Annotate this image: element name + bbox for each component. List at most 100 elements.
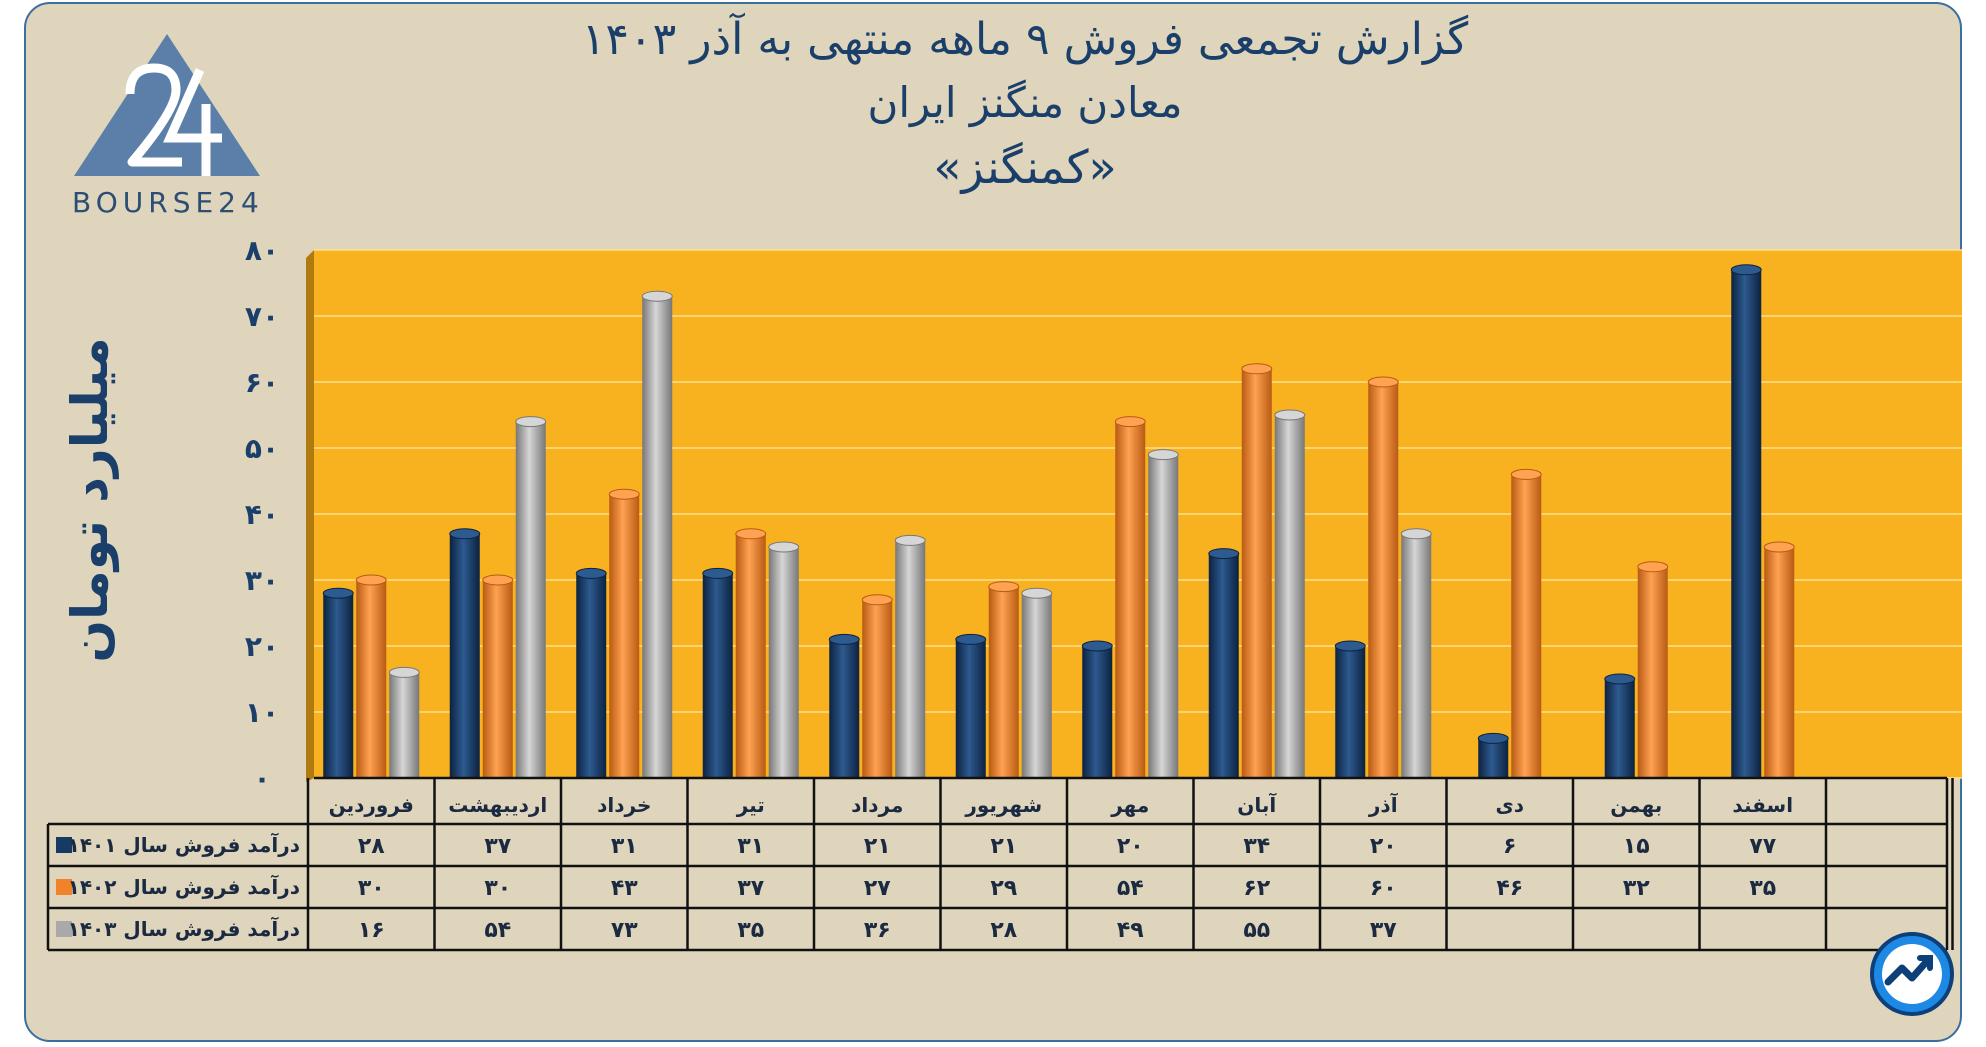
y-tick-label: ۶۰ — [245, 366, 279, 399]
bar — [1148, 454, 1179, 778]
chart-title: گزارش تجمعی فروش ۹ ماهه منتهی به آذر ۱۴۰… — [581, 14, 1469, 65]
bar-cap — [1637, 561, 1669, 573]
table-cell-value: ۳۱ — [737, 834, 764, 859]
trend-up-icon[interactable] — [1870, 932, 1954, 1016]
bar — [955, 639, 986, 778]
bar-cap — [1208, 548, 1240, 560]
bar — [1478, 738, 1509, 778]
legend-series-name: درآمد فروش سال ۱۴۰۳ — [68, 916, 300, 941]
bar — [895, 540, 926, 778]
bar-cap — [482, 574, 514, 586]
bar-cap — [608, 488, 640, 500]
x-category-label: آبان — [1237, 792, 1277, 817]
table-cell-value: ۳۰ — [484, 876, 511, 901]
x-category-label: اردیبهشت — [448, 793, 547, 817]
bar — [1731, 269, 1762, 778]
bar-cap — [894, 534, 926, 546]
bar — [1115, 421, 1146, 778]
bar-cap — [1147, 449, 1179, 461]
x-category-label: مرداد — [851, 793, 903, 817]
bar — [1401, 533, 1432, 778]
table-cell-value: ۳۱ — [611, 834, 638, 859]
bar-cap — [641, 290, 673, 302]
logo-text: BOURSE24 — [72, 186, 264, 219]
x-category-label: فروردین — [329, 793, 414, 817]
table-cell-value: ۵۴ — [1117, 876, 1144, 901]
y-tick-label: ۴۰ — [245, 498, 279, 531]
y-tick-label: ۳۰ — [245, 564, 279, 597]
bar-cap — [515, 416, 547, 428]
bar — [829, 639, 860, 778]
bar-cap — [322, 587, 354, 599]
bar-cap — [1400, 528, 1432, 540]
table-cell-value: ۳۵ — [737, 918, 764, 943]
bar — [609, 494, 640, 778]
bar — [1604, 679, 1635, 778]
bar-cap — [1510, 468, 1542, 480]
table-cell-value: ۲۸ — [990, 918, 1017, 943]
bar — [515, 421, 546, 778]
bar — [323, 593, 354, 778]
bar — [735, 533, 766, 778]
bar — [702, 573, 733, 778]
x-category-label: بهمن — [1610, 793, 1662, 817]
legend-series-name: درآمد فروش سال ۱۴۰۲ — [68, 874, 300, 899]
table-cell-value: ۳۲ — [1623, 876, 1650, 901]
bar-cap — [1081, 640, 1113, 652]
table-cell-value: ۲۸ — [358, 834, 385, 859]
bar — [356, 580, 387, 778]
y-tick-label: ۸۰ — [245, 234, 279, 267]
bar-cap — [955, 633, 987, 645]
x-category-label: شهریور — [964, 793, 1042, 817]
x-category-label: مهر — [1110, 793, 1149, 817]
bar-cap — [1241, 363, 1273, 375]
table-cell-value: ۷۳ — [611, 918, 638, 943]
y-tick-label: ۵۰ — [245, 432, 279, 465]
table-cell-value: ۲۱ — [864, 834, 891, 859]
bar — [1764, 547, 1795, 778]
table-cell-value: ۴۳ — [611, 876, 638, 901]
bar-cap — [861, 594, 893, 606]
table-cell-value: ۵۵ — [1243, 918, 1270, 943]
bar — [1335, 646, 1366, 778]
bar-cap — [1021, 587, 1053, 599]
bar — [1241, 368, 1272, 778]
plot-side-wall — [306, 250, 314, 782]
bar-cap — [735, 528, 767, 540]
bar — [862, 599, 893, 778]
x-category-label: اسفند — [1732, 793, 1793, 817]
table-cell-value: ۲۰ — [1370, 834, 1397, 859]
bar — [1637, 566, 1668, 778]
bar — [389, 672, 420, 778]
legend-swatch — [56, 837, 72, 853]
bar-cap — [1334, 640, 1366, 652]
table-cell-value: ۳۷ — [737, 876, 764, 901]
table-cell-value: ۳۷ — [484, 834, 511, 859]
bar-cap — [355, 574, 387, 586]
bar — [642, 296, 673, 778]
bar-cap — [449, 528, 481, 540]
legend-swatch — [56, 921, 72, 937]
table-cell-value: ۳۰ — [358, 876, 385, 901]
bourse24-logo-icon — [74, 34, 260, 176]
bar-cap — [575, 567, 607, 579]
bar — [1208, 553, 1239, 778]
bar-cap — [988, 581, 1020, 593]
bar-cap — [1730, 264, 1762, 276]
bar — [1082, 646, 1113, 778]
x-category-label: آذر — [1368, 792, 1399, 817]
table-cell-value: ۶۰ — [1370, 876, 1397, 901]
table-cell-value: ۷۷ — [1749, 834, 1776, 859]
bar — [482, 580, 513, 778]
table-cell-value: ۶ — [1503, 834, 1516, 859]
bar-cap — [1604, 673, 1636, 685]
chart-subtitle-ticker: «کمنگنز» — [933, 140, 1117, 194]
bar-cap — [388, 666, 420, 678]
table-cell-value: ۲۰ — [1117, 834, 1144, 859]
bar-cap — [702, 567, 734, 579]
table-cell-value: ۳۶ — [864, 918, 891, 943]
table-cell-value: ۲۷ — [864, 876, 891, 901]
bar-cap — [1367, 376, 1399, 388]
table-cell-value: ۳۵ — [1749, 876, 1776, 901]
